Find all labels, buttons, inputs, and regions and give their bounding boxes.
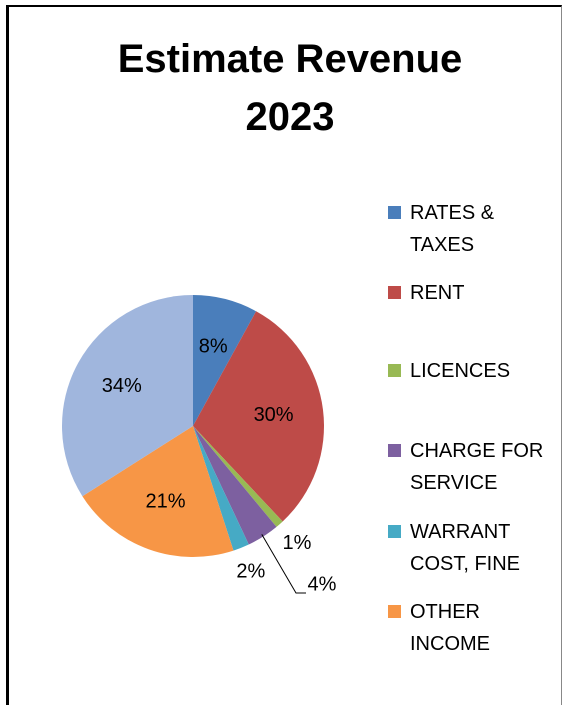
chart-title: Estimate Revenue 2023 — [117, 37, 463, 139]
data-label: 21% — [145, 491, 185, 513]
legend-label: RENT — [410, 282, 465, 304]
data-label: 30% — [254, 404, 294, 426]
data-label: 8% — [199, 336, 228, 358]
leader-line — [261, 534, 306, 594]
legend-label: RATES & TAXES — [410, 202, 495, 256]
pie-slice — [193, 311, 324, 522]
data-label: 1% — [283, 532, 312, 554]
legend-swatch — [388, 605, 401, 618]
pie-slice — [193, 426, 283, 527]
legend-label: CHARGE FOR SERVICE — [410, 440, 544, 494]
legend-label: LICENCES — [410, 360, 511, 382]
chart-frame — [6, 5, 562, 705]
pie-slice — [193, 426, 249, 551]
legend-swatch — [388, 525, 401, 538]
pie-slice — [193, 295, 257, 426]
legend-label: WARRANT COST, FINE — [410, 521, 521, 575]
legend-swatch — [388, 286, 401, 299]
legend-swatch — [388, 364, 401, 377]
data-label: 34% — [102, 375, 142, 397]
pie-slice — [82, 426, 234, 557]
legend-swatch — [388, 444, 401, 457]
data-label: 4% — [308, 573, 337, 595]
pie-slice — [193, 426, 277, 545]
pie-slice — [61, 295, 193, 497]
legend-swatch — [388, 206, 401, 219]
data-label: 2% — [236, 560, 265, 582]
legend-label: OTHER INCOME — [410, 601, 490, 655]
